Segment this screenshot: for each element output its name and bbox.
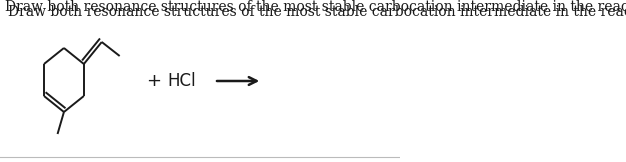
Text: Draw both resonance structures of the most stable carbocation intermediate in th: Draw both resonance structures of the mo… <box>8 5 626 19</box>
Text: Draw both resonance structures of the most stable carbocation intermediate in th: Draw both resonance structures of the mo… <box>5 0 626 14</box>
Text: HCl: HCl <box>168 72 197 90</box>
Text: +: + <box>146 72 162 90</box>
